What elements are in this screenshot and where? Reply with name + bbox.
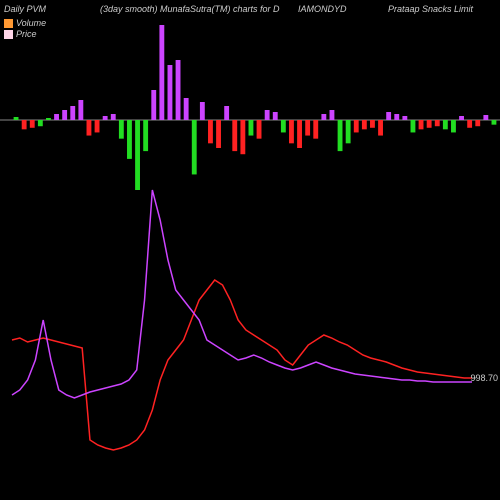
chart-canvas	[0, 0, 500, 500]
price-value-label: 998.70	[470, 373, 498, 383]
